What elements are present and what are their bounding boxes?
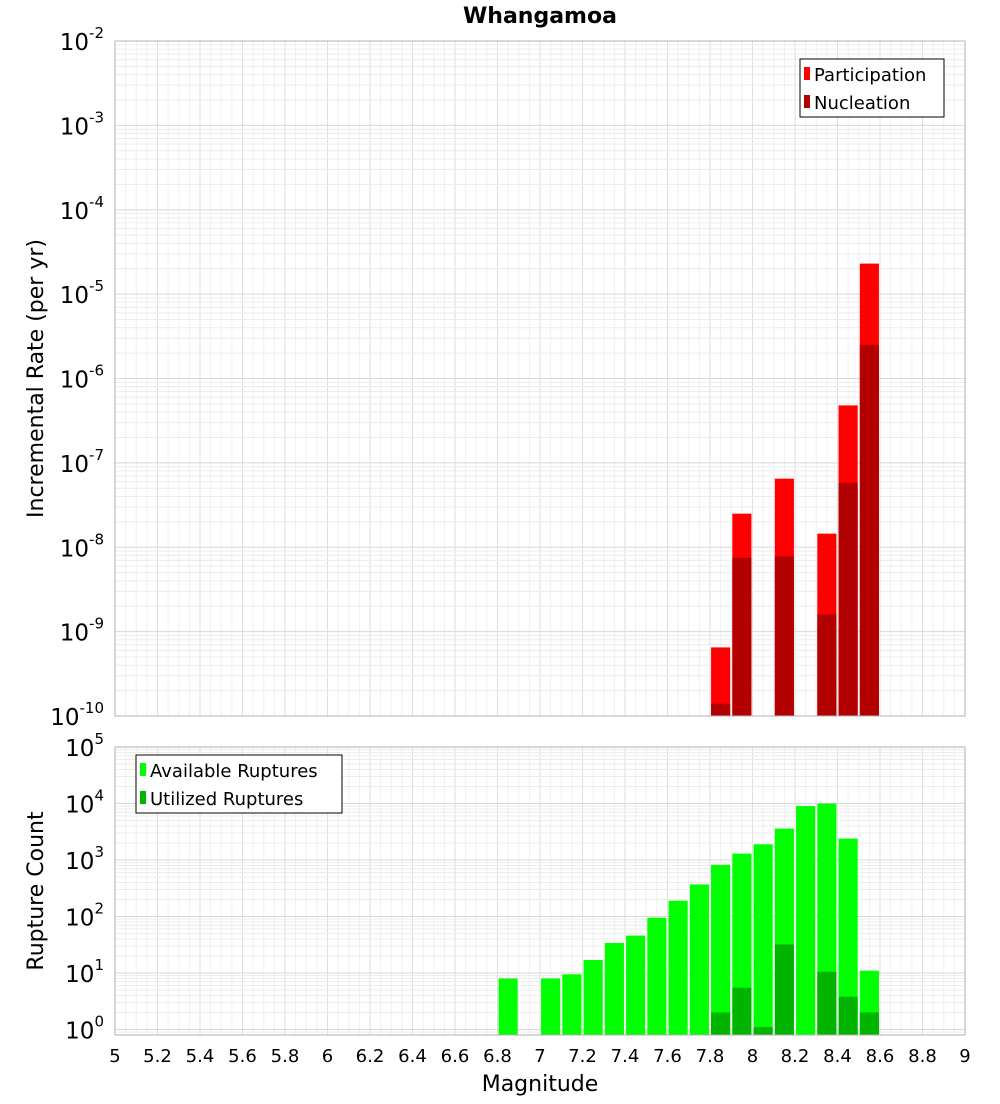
count-bar: [796, 806, 816, 1035]
count-bar: [668, 900, 688, 1035]
count-x-tick-label: 6: [322, 1046, 333, 1067]
rate-y-tick-label: 10-3: [60, 108, 104, 140]
count-x-tick-label: 9: [959, 1046, 970, 1067]
count-bar: [541, 978, 561, 1035]
count-x-tick-label: 8.4: [823, 1046, 852, 1067]
rate-y-tick-label: 10-9: [60, 615, 104, 647]
count-bar: [774, 944, 794, 1035]
count-bar: [562, 974, 582, 1035]
count-bar: [753, 1027, 773, 1035]
chart-title: Whangamoa: [463, 4, 617, 29]
count-x-tick-label: 6.6: [441, 1046, 470, 1067]
rate-y-tick-label: 10-2: [60, 24, 104, 56]
rate-legend-label: Nucleation: [814, 93, 910, 114]
rate-y-tick-label: 10-4: [60, 193, 104, 225]
count-bar: [711, 1012, 731, 1035]
rate-series-nucleation: [711, 344, 879, 716]
rate-y-tick-label: 10-10: [50, 699, 104, 731]
count-bar: [817, 971, 837, 1035]
count-x-tick-label: 7.6: [653, 1046, 682, 1067]
rate-y-axis-label: Incremental Rate (per yr): [24, 239, 49, 518]
count-bar: [498, 978, 518, 1035]
rate-bar: [817, 614, 837, 716]
count-x-tick-label: 7: [534, 1046, 545, 1067]
count-x-tick-label: 5.2: [143, 1046, 172, 1067]
count-bar: [838, 838, 858, 1035]
count-series-utilized-ruptures: [711, 944, 879, 1035]
rate-legend-label: Participation: [814, 65, 926, 86]
count-x-tick-label: 6.4: [398, 1046, 427, 1067]
count-bar: [604, 942, 624, 1035]
rate-plot-border: [114, 40, 966, 717]
count-legend: Available Ruptures Utilized Ruptures: [135, 754, 343, 814]
count-bar: [732, 987, 752, 1035]
count-x-tick-label: 5.8: [271, 1046, 300, 1067]
rate-bar: [838, 482, 858, 716]
count-bar: [647, 917, 667, 1035]
count-x-tick-label: 7.4: [611, 1046, 640, 1067]
count-x-tick-label: 7.2: [568, 1046, 597, 1067]
count-legend-box: [135, 754, 343, 814]
count-x-tick-label: 5.6: [228, 1046, 257, 1067]
count-bar: [626, 935, 646, 1035]
rate-y-tick-label: 10-6: [60, 362, 104, 394]
count-legend-swatch: [140, 791, 146, 804]
count-y-tick-label: 104: [65, 787, 104, 819]
count-x-tick-label: 8.6: [866, 1046, 895, 1067]
rate-bar: [732, 557, 752, 716]
count-y-tick-label: 101: [65, 956, 104, 988]
count-plot-border: [114, 746, 966, 1036]
count-x-tick-label: 6.2: [356, 1046, 385, 1067]
rate-bar: [774, 556, 794, 716]
count-x-tick-label: 8.8: [908, 1046, 937, 1067]
rate-gridlines: [114, 40, 966, 717]
count-y-tick-label: 102: [65, 900, 104, 932]
count-x-tick-label: 6.8: [483, 1046, 512, 1067]
count-legend-label: Available Ruptures: [150, 761, 318, 782]
count-bar: [711, 864, 731, 1035]
rate-bar: [711, 703, 731, 716]
rate-y-tick-label: 10-5: [60, 277, 104, 309]
count-bar: [583, 959, 603, 1035]
count-y-tick-label: 105: [65, 730, 104, 762]
count-y-tick-label: 100: [65, 1013, 104, 1045]
count-x-tick-label: 8: [747, 1046, 758, 1067]
rate-bar: [859, 344, 879, 716]
count-x-tick-label: 8.2: [781, 1046, 810, 1067]
count-legend-swatch: [140, 763, 146, 776]
rate-legend: Participation Nucleation: [799, 58, 945, 118]
count-x-tick-label: 5.4: [186, 1046, 215, 1067]
count-y-tick-label: 103: [65, 843, 104, 875]
count-x-tick-label: 5: [109, 1046, 120, 1067]
count-bar: [859, 1012, 879, 1035]
count-bar: [689, 884, 709, 1035]
rate-legend-swatch: [804, 95, 810, 108]
rate-y-tick-label: 10-8: [60, 530, 104, 562]
count-bar: [753, 844, 773, 1035]
count-y-axis-label: Rupture Count: [24, 811, 49, 971]
count-x-tick-label: 7.8: [696, 1046, 725, 1067]
rate-y-tick-label: 10-7: [60, 446, 104, 478]
count-bar: [838, 996, 858, 1035]
x-axis-label: Magnitude: [482, 1072, 599, 1097]
rate-bar: [711, 647, 731, 716]
count-legend-label: Utilized Ruptures: [150, 789, 303, 810]
rate-legend-swatch: [804, 67, 810, 80]
rate-legend-box: [799, 58, 945, 118]
